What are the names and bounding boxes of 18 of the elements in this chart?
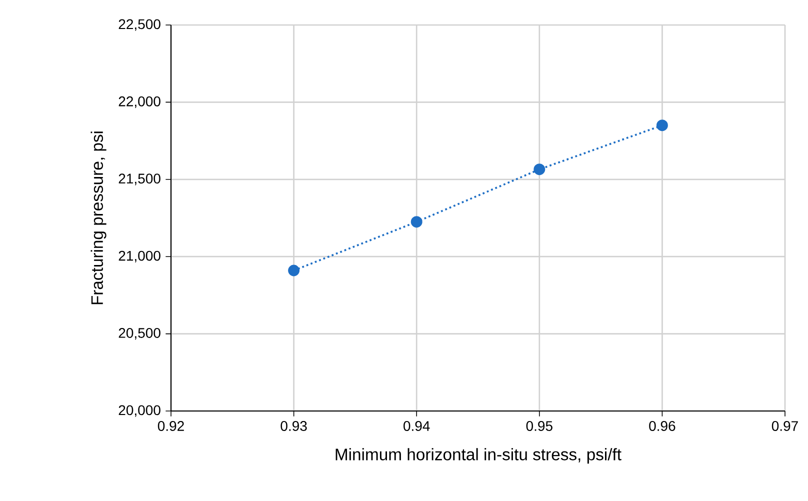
- point: [656, 120, 668, 132]
- point: [288, 264, 300, 276]
- y-tick-label: 21,500: [118, 174, 160, 186]
- x-axis-title: Minimum horizontal in-situ stress, psi/ft: [336, 448, 622, 464]
- y-tick-label: 22,500: [118, 19, 160, 31]
- x-tick-label: 0.95: [526, 421, 552, 431]
- y-tick-label: 21,000: [118, 250, 160, 262]
- y-tick-label: 22,000: [118, 96, 160, 108]
- x-tick-label: 0.94: [404, 421, 430, 431]
- x-tick-label: 0.97: [772, 421, 798, 431]
- x-tick-label: 0.93: [280, 421, 307, 431]
- y-tick-label: 20,000: [118, 405, 160, 417]
- x-tick-label: 0.96: [649, 421, 676, 431]
- y-tick-label: 20,500: [118, 328, 160, 340]
- point: [534, 164, 546, 176]
- x-tick-label: 0.92: [158, 421, 184, 431]
- y-axis-title: Fracturing pressure, psi: [90, 132, 106, 304]
- point: [410, 216, 422, 228]
